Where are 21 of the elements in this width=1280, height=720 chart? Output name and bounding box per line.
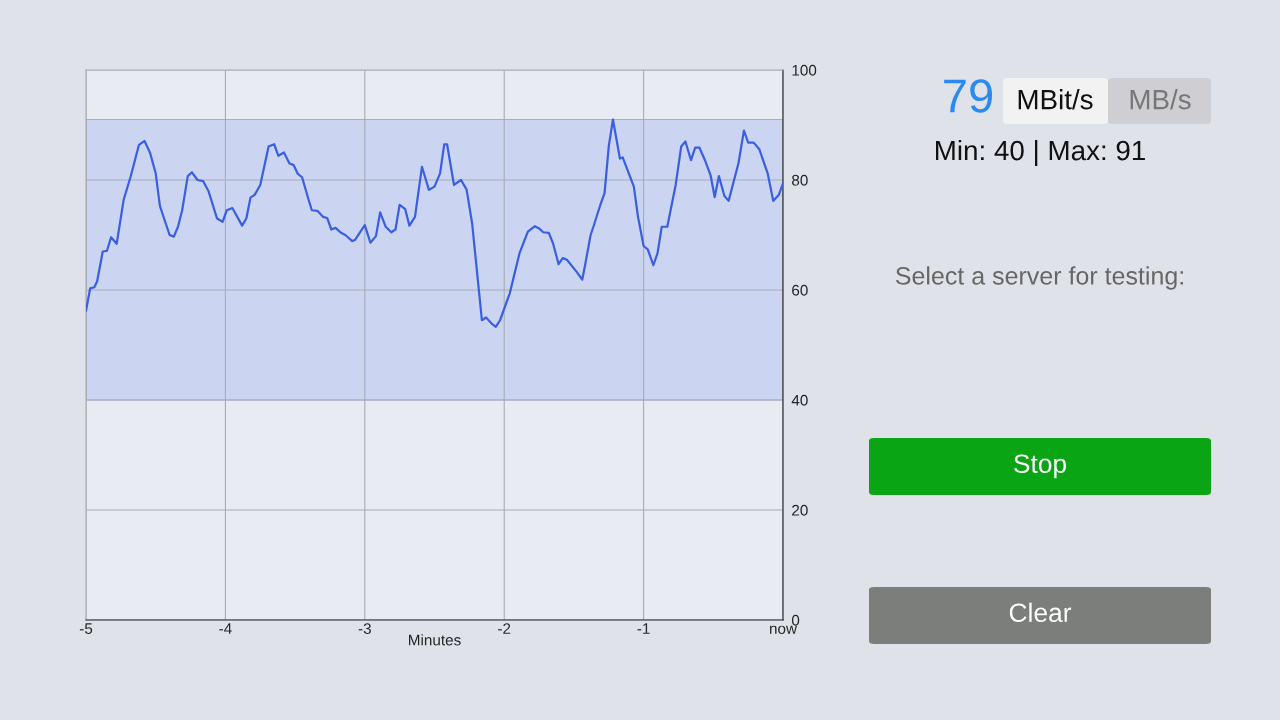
y-tick-label: 80 [792,174,808,186]
y-tick-label: 100 [792,64,817,76]
text: Min: 40 | Max: 91 [936,139,1145,167]
text: Select a server for testing: [895,266,1183,290]
x-tick-label: -2 [498,623,511,634]
x-tick-label: -1 [637,623,650,634]
x-tick-label: -5 [79,623,93,634]
x-tick-label: -3 [358,623,371,634]
text: Stop [1014,454,1067,479]
y-tick-label: 60 [792,284,808,296]
x-tick-label: -4 [219,623,232,634]
text: 79 [944,79,993,113]
line-series [86,118,783,328]
x-axis-title: Minutes [409,634,461,646]
y-tick-label: 20 [792,504,808,516]
y-tick-label: 40 [791,394,808,406]
y-tick-label: 0 [791,614,800,626]
text: Clear [1009,602,1072,623]
text: MB/s [1130,89,1191,110]
x-tick-label: now [770,625,798,634]
text: MBit/s [1018,89,1093,110]
